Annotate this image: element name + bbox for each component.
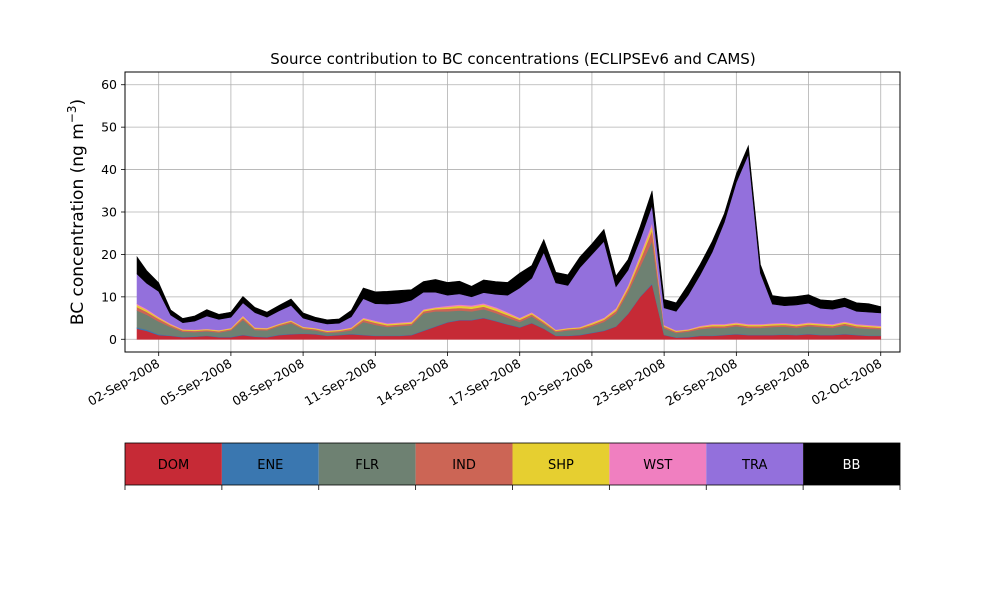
legend-label-tra: TRA <box>741 458 767 473</box>
y-tick-label: 20 <box>101 247 117 262</box>
y-tick-label: 60 <box>101 77 117 92</box>
grid-lines <box>125 72 900 352</box>
legend-swatch-dom <box>125 443 222 485</box>
stacked-areas <box>136 144 882 340</box>
y-tick-label: 10 <box>101 289 117 304</box>
y-tick-label: 0 <box>109 332 117 347</box>
legend-swatch-bb <box>803 443 900 485</box>
y-tick-label: 30 <box>101 205 117 220</box>
legend-swatch-wst <box>609 443 707 485</box>
legend-swatch-shp <box>512 443 610 485</box>
y-tick-label: 40 <box>101 162 117 177</box>
legend-swatch-flr <box>318 443 416 485</box>
chart-title: Source contribution to BC concentrations… <box>270 50 755 68</box>
legend-label-bb: BB <box>843 458 861 473</box>
legend-swatch-tra <box>706 443 804 485</box>
legend-label-dom: DOM <box>158 458 189 473</box>
y-axis-label: BC concentration (ng m−3) <box>65 99 88 325</box>
legend-swatch-ene <box>221 443 319 485</box>
plot-frame <box>124 71 901 353</box>
y-tick-label: 50 <box>101 120 117 135</box>
legend: DOM ENE FLR IND SHP WST TRA BB <box>124 442 901 490</box>
area-bb <box>136 144 882 325</box>
legend-frame <box>124 442 901 486</box>
legend-swatch-ind <box>415 443 513 485</box>
legend-label-ind: IND <box>452 458 476 473</box>
legend-label-shp: SHP <box>548 458 574 473</box>
legend-label-wst: WST <box>643 458 672 473</box>
legend-label-ene: ENE <box>257 458 283 473</box>
legend-label-flr: FLR <box>355 458 379 473</box>
